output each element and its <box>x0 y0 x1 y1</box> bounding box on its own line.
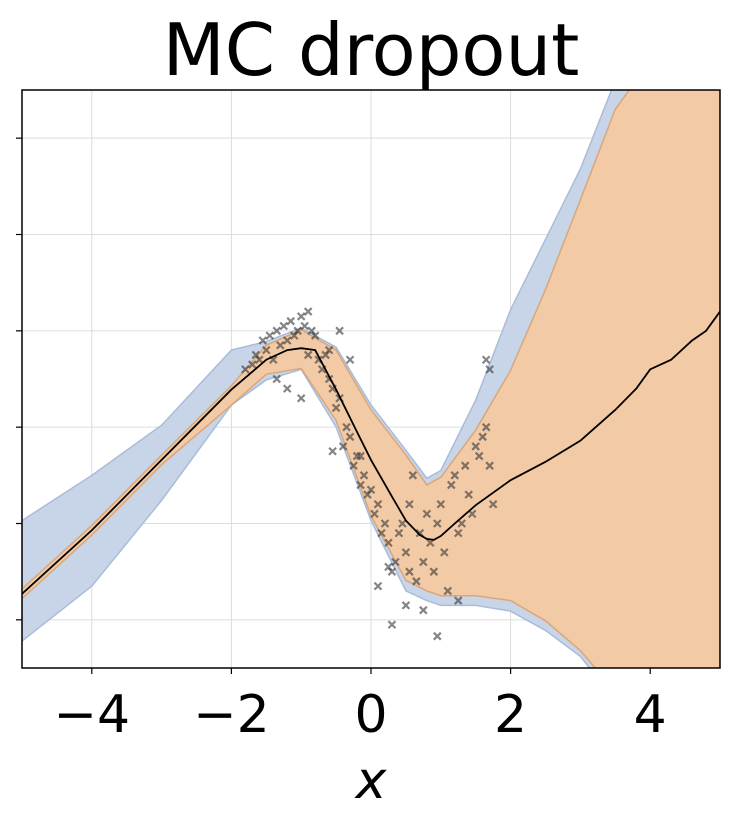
data-point <box>296 393 306 403</box>
data-point <box>258 336 268 345</box>
x-tick-label: 4 <box>634 685 667 745</box>
x-tick-label: 2 <box>494 685 527 745</box>
inner-uncertainty-band <box>22 90 720 668</box>
data-point <box>443 586 453 596</box>
data-point <box>485 461 494 470</box>
data-point <box>384 562 393 572</box>
data-point <box>380 519 390 528</box>
data-point <box>296 312 306 321</box>
data-point <box>282 336 292 345</box>
data-point <box>265 331 275 340</box>
data-point <box>335 326 344 336</box>
data-point <box>419 605 428 615</box>
data-point <box>464 490 473 499</box>
data-point <box>405 499 414 509</box>
data-point <box>356 451 365 461</box>
x-tick-label: −4 <box>53 685 130 745</box>
data-point <box>401 601 411 610</box>
data-point <box>342 422 351 432</box>
data-point <box>387 620 397 629</box>
chart-title: MC dropout <box>162 8 580 92</box>
data-point <box>412 577 421 586</box>
data-point <box>433 631 442 641</box>
data-point <box>310 331 320 340</box>
data-point <box>331 403 341 413</box>
data-point <box>453 528 463 538</box>
data-point <box>248 360 257 369</box>
data-point <box>446 480 456 490</box>
x-tick-label: −2 <box>193 685 270 745</box>
data-point <box>440 548 449 557</box>
data-point <box>324 345 334 355</box>
x-tick-label: 0 <box>354 685 387 745</box>
data-point <box>338 442 348 451</box>
data-point <box>377 528 386 538</box>
data-point <box>481 422 491 432</box>
data-point <box>349 461 358 470</box>
data-point <box>345 355 355 365</box>
data-point <box>436 499 446 509</box>
data-point <box>460 461 470 470</box>
data-point <box>471 442 480 451</box>
data-point <box>478 432 487 442</box>
data-point <box>485 365 494 374</box>
data-point <box>481 355 491 365</box>
data-point <box>474 451 484 461</box>
plot-content <box>22 90 720 668</box>
data-point <box>286 316 296 326</box>
data-point <box>359 471 369 480</box>
data-point <box>345 432 355 442</box>
data-point <box>373 581 383 591</box>
data-point <box>394 528 404 538</box>
mean-line <box>22 311 720 595</box>
data-point <box>303 350 313 360</box>
data-point <box>453 596 463 605</box>
data-point <box>391 557 400 567</box>
data-point <box>272 326 282 336</box>
data-point <box>419 557 428 567</box>
data-point <box>401 548 411 557</box>
data-point <box>398 519 407 528</box>
data-point <box>282 384 292 393</box>
data-point <box>467 509 477 519</box>
data-point <box>356 480 365 490</box>
data-point <box>450 471 460 480</box>
x-axis-label: x <box>354 751 388 811</box>
data-point <box>429 567 439 576</box>
data-point <box>405 567 414 576</box>
data-point <box>262 345 271 355</box>
data-point <box>279 321 289 331</box>
data-point <box>272 374 282 384</box>
data-point <box>488 499 498 509</box>
data-point <box>328 446 337 456</box>
data-point <box>303 307 313 316</box>
data-point <box>384 538 393 548</box>
data-point <box>373 499 383 509</box>
data-point <box>433 519 442 528</box>
data-point <box>241 365 250 374</box>
data-point <box>293 326 302 336</box>
data-point <box>255 355 264 365</box>
data-point <box>300 321 309 331</box>
data-point <box>275 341 285 350</box>
data-point <box>422 509 432 519</box>
data-point <box>457 519 467 528</box>
data-point <box>408 471 418 480</box>
data-point <box>366 485 376 495</box>
data-point <box>370 509 379 519</box>
